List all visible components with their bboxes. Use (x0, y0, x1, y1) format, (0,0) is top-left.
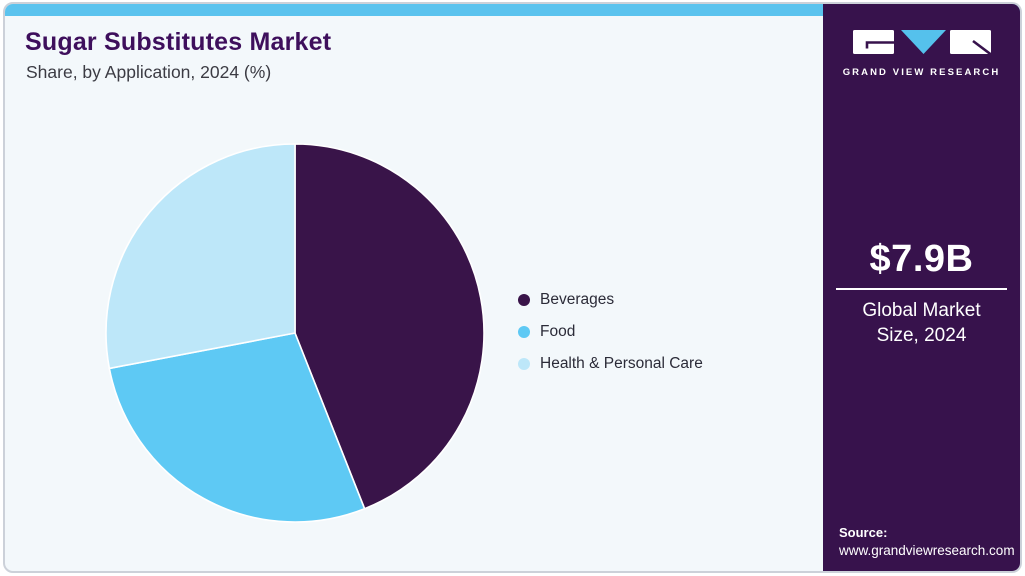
brand-name: GRAND VIEW RESEARCH (842, 67, 1001, 78)
logo-g-icon (852, 30, 894, 54)
legend-item-food: Food (518, 323, 703, 341)
brand-sidebar: GRAND VIEW RESEARCH $7.9B Global Market … (823, 4, 1020, 571)
market-size-value: $7.9B (869, 238, 974, 280)
logo-r-icon (949, 30, 992, 56)
source-block: Source: www.grandviewresearch.com (839, 525, 1015, 558)
page-subtitle: Share, by Application, 2024 (%) (26, 62, 272, 82)
market-size-label: Global Market Size, 2024 (862, 300, 981, 347)
legend-item-health-personal-care: Health & Personal Care (518, 355, 703, 373)
pie-slice-beverages (294, 143, 485, 510)
legend-label: Health & Personal Care (540, 355, 703, 372)
pie-slice-health-personal-care (105, 143, 296, 370)
report-card: Sugar Substitutes Market Share, by Appli… (3, 2, 1022, 573)
source-url: www.grandviewresearch.com (839, 543, 1015, 558)
legend-swatch-beverages (518, 294, 530, 306)
pie-chart (105, 143, 485, 523)
pie-slice-food (108, 332, 366, 523)
legend-item-beverages: Beverages (518, 291, 703, 309)
legend-swatch-health-personal-care (518, 358, 530, 370)
legend-label: Beverages (540, 291, 615, 308)
legend-swatch-food (518, 326, 530, 338)
market-size-block: $7.9B Global Market Size, 2024 (823, 238, 1020, 348)
gvr-logo: GRAND VIEW RESEARCH (823, 29, 1020, 78)
page-title: Sugar Substitutes Market (25, 28, 332, 56)
gvr-logo-icon (852, 30, 992, 56)
title-block: Sugar Substitutes Market Share, by Appli… (25, 28, 331, 83)
market-size-divider (836, 288, 1007, 290)
legend-label: Food (540, 323, 576, 340)
chart-legend: Beverages Food Health & Personal Care (518, 291, 703, 373)
pie-chart-container (101, 139, 489, 527)
logo-v-icon (900, 30, 946, 54)
source-label: Source: (839, 525, 888, 540)
top-accent-bar (5, 4, 1020, 16)
